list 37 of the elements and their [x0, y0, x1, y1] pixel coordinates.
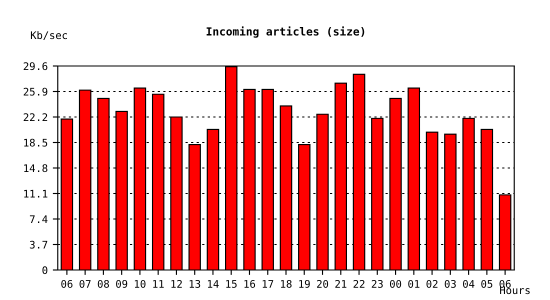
- y-tick-label: 7.4: [30, 215, 48, 223]
- y-tick-label: 11.1: [24, 190, 48, 198]
- x-tick-label: 06: [500, 280, 511, 288]
- x-tick-label: 00: [390, 280, 402, 288]
- x-tick-label: 14: [208, 280, 219, 288]
- x-tick-label: 21: [335, 280, 346, 288]
- x-tick-label: 20: [317, 280, 328, 288]
- y-tick-label: 14.8: [24, 164, 48, 172]
- y-tick-label: 0: [42, 266, 48, 274]
- x-tick-label: 01: [408, 280, 420, 288]
- x-tick-label: 17: [262, 280, 274, 288]
- y-tick-label: 3.7: [30, 240, 48, 249]
- x-axis-title: Hours: [500, 286, 530, 294]
- y-tick-label: 29.6: [24, 62, 48, 70]
- x-tick-label: 08: [98, 280, 110, 288]
- x-tick-label: 10: [134, 280, 146, 288]
- chart-title: Incoming articles (size): [206, 26, 364, 38]
- x-tick-label: 05: [481, 280, 492, 288]
- y-tick-label: 18.5: [24, 138, 48, 147]
- x-tick-label: 16: [244, 280, 256, 288]
- x-tick-label: 11: [153, 280, 164, 288]
- x-tick-label: 12: [171, 280, 182, 288]
- x-tick-label: 13: [190, 280, 200, 288]
- x-tick-label: 23: [372, 280, 383, 288]
- x-tick-label: 03: [444, 280, 456, 288]
- x-tick-label: 02: [426, 280, 438, 288]
- x-tick-label: 06: [61, 280, 72, 288]
- y-tick-label: 25.9: [24, 88, 48, 96]
- x-tick-label: 07: [80, 280, 91, 288]
- x-tick-label: 18: [280, 280, 292, 288]
- x-tick-label: 15: [226, 280, 237, 288]
- x-tick-label: 19: [299, 280, 310, 288]
- y-axis-title: Kb/sec: [30, 31, 68, 40]
- x-tick-label: 04: [463, 280, 474, 288]
- x-tick-label: 22: [354, 280, 364, 288]
- y-tick-label: 22.2: [24, 113, 48, 121]
- x-tick-label: 09: [116, 280, 128, 288]
